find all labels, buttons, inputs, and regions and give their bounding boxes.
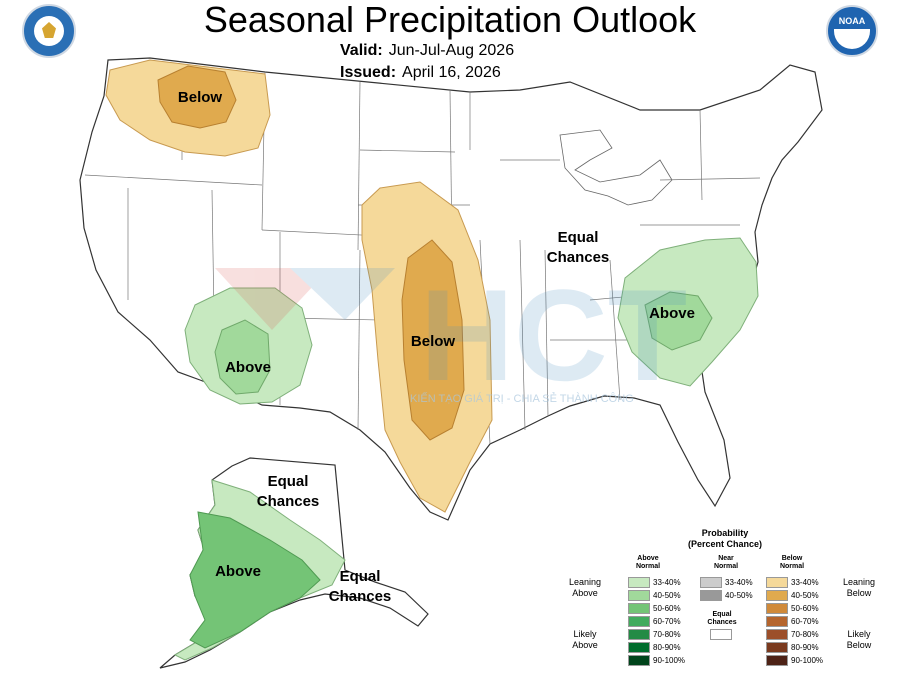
legend-above-row: 70-80%: [628, 629, 708, 641]
great-lakes: [559, 129, 673, 206]
legend-near-column: 33-40% 40-50%: [700, 577, 780, 617]
legend-above-row: 90-100%: [628, 655, 708, 667]
legend-below-column: 33-40% 40-50% 50-60% 60-70% 70-80% 80-90% 90-1…: [766, 577, 846, 677]
legend-likely-below: Likely Below: [846, 629, 872, 650]
legend-near-range-label: 40-50%: [725, 591, 753, 600]
legend-below-row: 40-50%: [766, 590, 846, 602]
legend-below-swatch: [766, 655, 788, 666]
southeast-above-inner: [644, 291, 713, 351]
issued-line: Issued: April 16, 2026: [340, 64, 501, 82]
legend-above-row: 60-70%: [628, 616, 708, 628]
legend-below-swatch: [766, 616, 788, 627]
legend-above-range-label: 50-60%: [653, 604, 681, 613]
legend-below-range-label: 60-70%: [791, 617, 819, 626]
legend-above-swatch: [628, 577, 650, 588]
legend-near-swatch: [700, 577, 722, 588]
legend-below-swatch: [766, 590, 788, 601]
legend-above-swatch: [628, 603, 650, 614]
legend-above-swatch: [628, 616, 650, 627]
legend-below-range-label: 80-90%: [791, 643, 819, 652]
legend-leaning-below: Leaning Below: [842, 577, 876, 598]
northwest-below-inner: [157, 65, 237, 129]
valid-line: Valid: Jun-Jul-Aug 2026: [340, 42, 514, 60]
label-east-equal-chances: Equal Chances: [528, 228, 628, 268]
alaska-above-inner: [189, 511, 321, 649]
legend-above-row: 40-50%: [628, 590, 708, 602]
legend-below-swatch: [766, 603, 788, 614]
legend-near-row: 33-40%: [700, 577, 780, 589]
legend-above-swatch: [628, 642, 650, 653]
label-plains-below: Below: [410, 333, 456, 350]
label-alaska-east-equal-chances: Equal Chances: [310, 567, 410, 607]
legend-below-range-label: 40-50%: [791, 591, 819, 600]
issued-value: April 16, 2026: [402, 64, 501, 81]
legend-below-range-label: 50-60%: [791, 604, 819, 613]
department-of-commerce-seal-icon: [22, 4, 76, 58]
legend-near-range-label: 33-40%: [725, 578, 753, 587]
legend-near-swatch: [700, 590, 722, 601]
legend-below-swatch: [766, 629, 788, 640]
svg-text:HCT: HCT: [420, 262, 687, 408]
legend-equal-chances-swatch: [710, 629, 732, 640]
valid-label: Valid:: [340, 42, 383, 59]
label-northwest-below: Below: [177, 89, 223, 106]
legend-above-row: 80-90%: [628, 642, 708, 654]
legend-above-range-label: 80-90%: [653, 643, 681, 652]
legend-above-range-label: 33-40%: [653, 578, 681, 587]
legend-below-header: Below Normal: [779, 555, 805, 570]
label-alaska-east-line2: Chances: [328, 588, 392, 605]
label-alaska-east-line1: Equal: [339, 568, 381, 585]
legend-above-row: 50-60%: [628, 603, 708, 615]
legend-near-row: 40-50%: [700, 590, 780, 602]
valid-value: Jun-Jul-Aug 2026: [388, 42, 515, 59]
legend-above-range-label: 60-70%: [653, 617, 681, 626]
legend-below-row: 80-90%: [766, 642, 846, 654]
legend-title: Probability (Percent Chance): [670, 528, 780, 550]
legend-above-row: 33-40%: [628, 577, 708, 589]
legend-below-range-label: 70-80%: [791, 630, 819, 639]
legend-above-range-label: 90-100%: [653, 656, 686, 665]
label-alaska-north-equal-chances: Equal Chances: [238, 472, 338, 512]
legend-equal-chances-label: Equal Chances: [707, 611, 737, 626]
legend-above-swatch: [628, 629, 650, 640]
label-east-line2: Chances: [546, 249, 610, 266]
issued-label: Issued:: [340, 64, 397, 81]
legend-near-header: Near Normal: [713, 555, 739, 570]
legend-likely-above: Likely Above: [572, 629, 598, 650]
legend-below-range-label: 90-100%: [791, 656, 824, 665]
label-alaska-north-line2: Chances: [256, 493, 320, 510]
legend-below-range-label: 33-40%: [791, 578, 819, 587]
noaa-logo-icon: NOAA: [826, 5, 878, 57]
probability-legend: Probability (Percent Chance) Above Norma…: [560, 525, 900, 675]
legend-above-swatch: [628, 655, 650, 666]
label-east-line1: Equal: [557, 229, 599, 246]
legend-above-swatch: [628, 590, 650, 601]
label-southwest-above: Above: [225, 359, 271, 376]
legend-above-range-label: 40-50%: [653, 591, 681, 600]
legend-below-swatch: [766, 642, 788, 653]
label-southeast-above: Above: [649, 305, 695, 322]
legend-above-header: Above Normal: [635, 555, 661, 570]
legend-below-row: 50-60%: [766, 603, 846, 615]
legend-below-row: 70-80%: [766, 629, 846, 641]
southwest-above-inner: [214, 319, 271, 395]
label-alaska-above: Above: [215, 563, 261, 580]
page-title: Seasonal Precipitation Outlook: [203, 0, 697, 40]
watermark-logo: HCT: [215, 262, 687, 408]
legend-below-row: 33-40%: [766, 577, 846, 589]
legend-title-line1: Probability: [701, 528, 749, 538]
legend-above-range-label: 70-80%: [653, 630, 681, 639]
legend-title-line2: (Percent Chance): [687, 539, 763, 549]
legend-below-swatch: [766, 577, 788, 588]
watermark-text: KIẾN TẠO GIÁ TRỊ - CHIA SẺ THÀNH CÔNG: [410, 392, 634, 405]
label-alaska-north-line1: Equal: [267, 473, 309, 490]
legend-leaning-above: Leaning Above: [568, 577, 602, 598]
plains-below-inner: [401, 239, 465, 441]
legend-above-column: 33-40% 40-50% 50-60% 60-70% 70-80% 80-90% 90-1…: [628, 577, 708, 677]
legend-below-row: 90-100%: [766, 655, 846, 667]
legend-below-row: 60-70%: [766, 616, 846, 628]
